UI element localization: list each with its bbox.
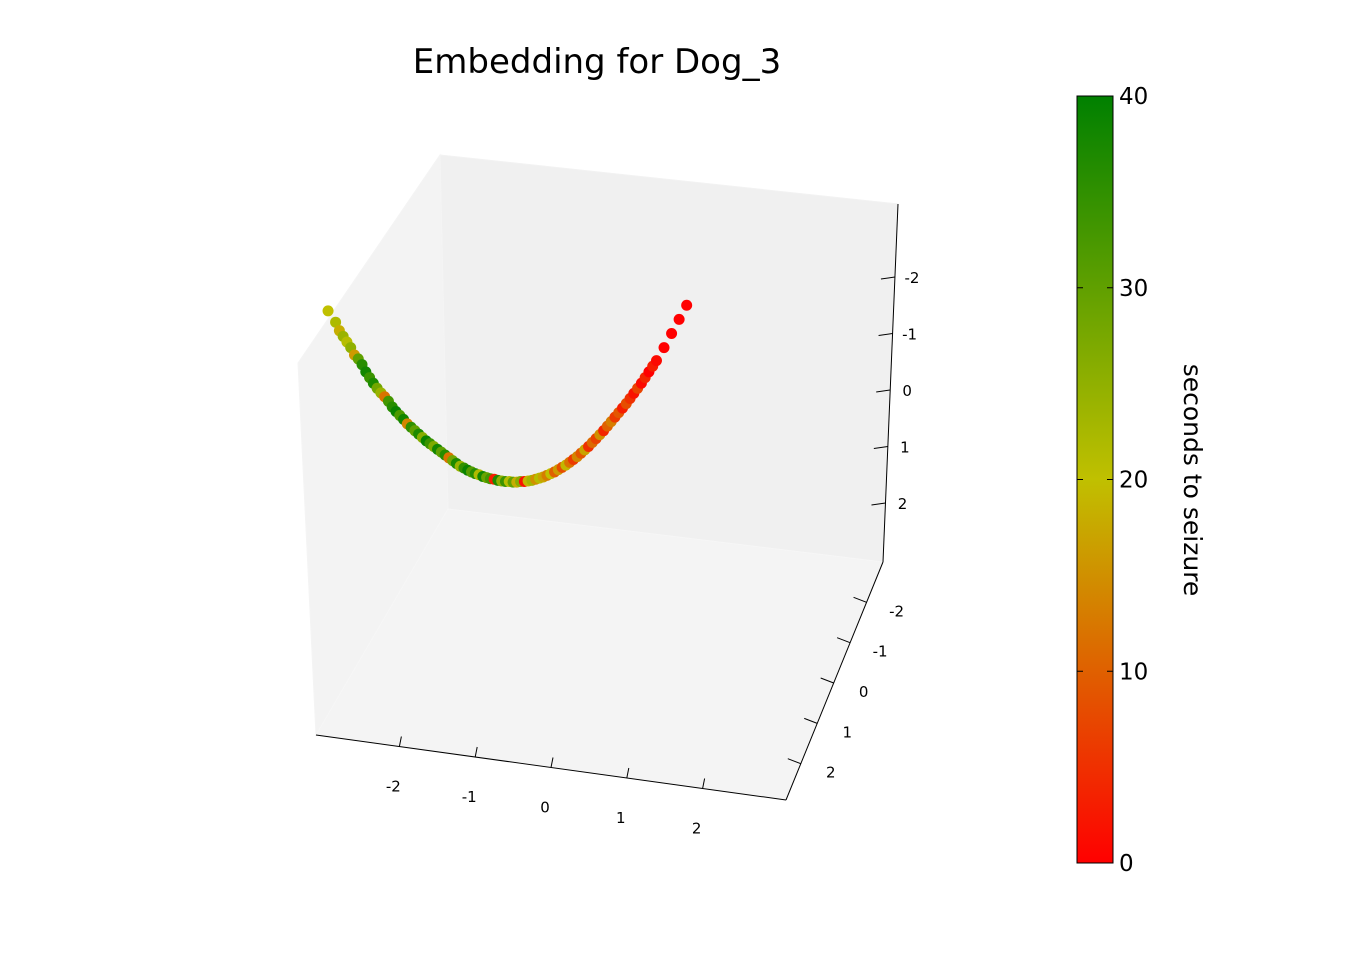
y-tick-mark — [820, 677, 834, 684]
axis-ticks: -2 -1 0 1 2 -2 -1 0 1 2 -2 -1 0 1 2 — [386, 269, 920, 837]
z-tick-mark — [878, 333, 893, 336]
z-tick-mark — [880, 276, 896, 280]
x-tick-mark — [702, 778, 706, 789]
data-point — [666, 328, 678, 339]
colorbar: 0 10 20 30 40 seconds to seizure — [1076, 84, 1207, 877]
z-tick-mark — [871, 502, 886, 506]
z-tick-mark — [873, 446, 888, 449]
back-pane — [439, 154, 899, 563]
colorbar-tick-label: 40 — [1119, 84, 1148, 110]
colorbar-tick-label: 20 — [1119, 468, 1148, 494]
data-point — [330, 316, 342, 328]
y-tick-label: -2 — [889, 602, 904, 620]
y-axis-line — [785, 561, 884, 801]
y-tick-label: 2 — [826, 764, 836, 782]
z-tick-label: 1 — [900, 439, 910, 457]
z-tick-label: -1 — [902, 326, 917, 344]
y-tick-mark — [836, 637, 851, 644]
y-tick-label: 0 — [859, 683, 869, 701]
data-point — [681, 299, 693, 311]
colorbar-tick-label: 30 — [1119, 276, 1148, 302]
data-point — [658, 342, 670, 354]
y-tick-label: -1 — [873, 643, 888, 661]
x-tick-label: -1 — [462, 788, 477, 806]
y-tick-mark — [853, 596, 867, 603]
colorbar-tick-label: 0 — [1119, 851, 1134, 877]
z-tick-mark — [876, 389, 891, 393]
colorbar-label: seconds to seizure — [1178, 364, 1207, 597]
z-tick-label: -2 — [904, 269, 919, 287]
z-tick-label: 0 — [902, 382, 912, 400]
x-tick-mark — [398, 736, 402, 747]
x-tick-label: 2 — [692, 819, 702, 837]
y-tick-label: 1 — [842, 723, 852, 741]
chart-title: Embedding for Dog_3 — [413, 42, 781, 82]
data-point — [322, 305, 334, 317]
colorbar-ticks: 0 10 20 30 40 — [1077, 84, 1148, 877]
x-tick-label: 0 — [540, 799, 550, 817]
data-point — [650, 355, 662, 367]
y-tick-mark — [787, 758, 801, 765]
x-tick-label: -2 — [386, 778, 401, 796]
z-tick-label: 2 — [898, 495, 908, 513]
x-tick-mark — [474, 746, 478, 758]
data-points — [322, 299, 693, 488]
x-tick-mark — [626, 767, 630, 779]
x-tick-mark — [550, 757, 554, 768]
y-tick-mark — [804, 717, 818, 724]
axes-3d: -2 -1 0 1 2 -2 -1 0 1 2 -2 -1 0 1 2 — [297, 153, 920, 837]
x-tick-label: 1 — [616, 809, 626, 827]
colorbar-tick-label: 10 — [1119, 659, 1148, 685]
z-axis-line — [882, 203, 899, 563]
data-point — [673, 313, 685, 325]
